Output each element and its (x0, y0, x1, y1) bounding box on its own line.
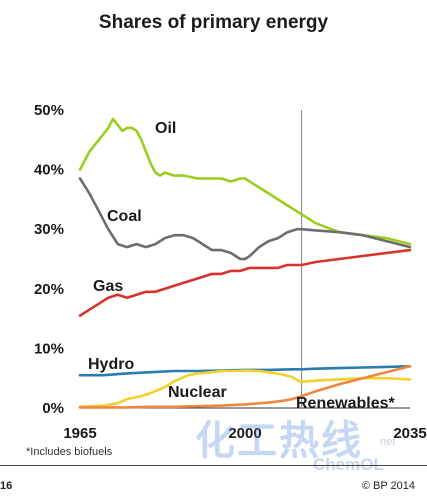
series-line-oil (78, 117, 412, 246)
series-label-renewables: Renewables* (296, 395, 395, 412)
chart-title: Shares of primary energy (98, 12, 329, 33)
series-label-hydro: Hydro (88, 356, 134, 373)
chart-labels: Oil Coal Gas Hydro Nuclear Renewables* (88, 120, 395, 412)
watermark-net: net (380, 436, 396, 448)
footer-rule (0, 465, 427, 466)
series-line-nuclear (78, 369, 412, 409)
x-tick-label: 1965 (63, 425, 96, 442)
y-tick-label: 40% (34, 162, 64, 179)
watermark-sub: ChemOL (313, 455, 384, 474)
series-label-gas: Gas (93, 278, 123, 295)
x-tick-label: 2000 (228, 425, 261, 442)
chart-axes: 0% 10% 20% 30% 40% 50% 1965 2000 2035 (34, 102, 427, 442)
series-label-nuclear: Nuclear (168, 384, 227, 401)
y-tick-label: 0% (42, 400, 64, 417)
watermark-text: 化工热线 (195, 419, 363, 463)
series-line-coal (78, 177, 412, 261)
series-line-renewables (78, 364, 412, 409)
y-tick-label: 20% (34, 281, 64, 298)
series-label-coal: Coal (107, 208, 142, 225)
y-tick-label: 50% (34, 102, 64, 119)
x-tick-label: 2035 (393, 425, 426, 442)
y-tick-label: 10% (34, 340, 64, 357)
page-number: 16 (0, 480, 13, 492)
series-line-gas (78, 248, 412, 317)
footnote: *Includes biofuels (26, 446, 113, 458)
chart-series (78, 117, 412, 409)
copyright: © BP 2014 (361, 480, 415, 492)
series-label-oil: Oil (155, 120, 176, 137)
y-tick-label: 30% (34, 221, 64, 238)
